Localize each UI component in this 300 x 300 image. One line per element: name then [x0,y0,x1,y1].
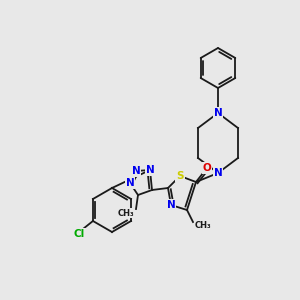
Text: CH₃: CH₃ [195,220,211,230]
Text: N: N [214,168,222,178]
Text: Cl: Cl [73,229,85,239]
Text: N: N [167,200,176,210]
Text: N: N [146,165,154,175]
Text: N: N [126,178,134,188]
Text: N: N [132,166,140,176]
Text: S: S [176,171,184,181]
Text: CH₃: CH₃ [117,208,134,217]
Text: N: N [214,108,222,118]
Text: O: O [202,163,211,173]
